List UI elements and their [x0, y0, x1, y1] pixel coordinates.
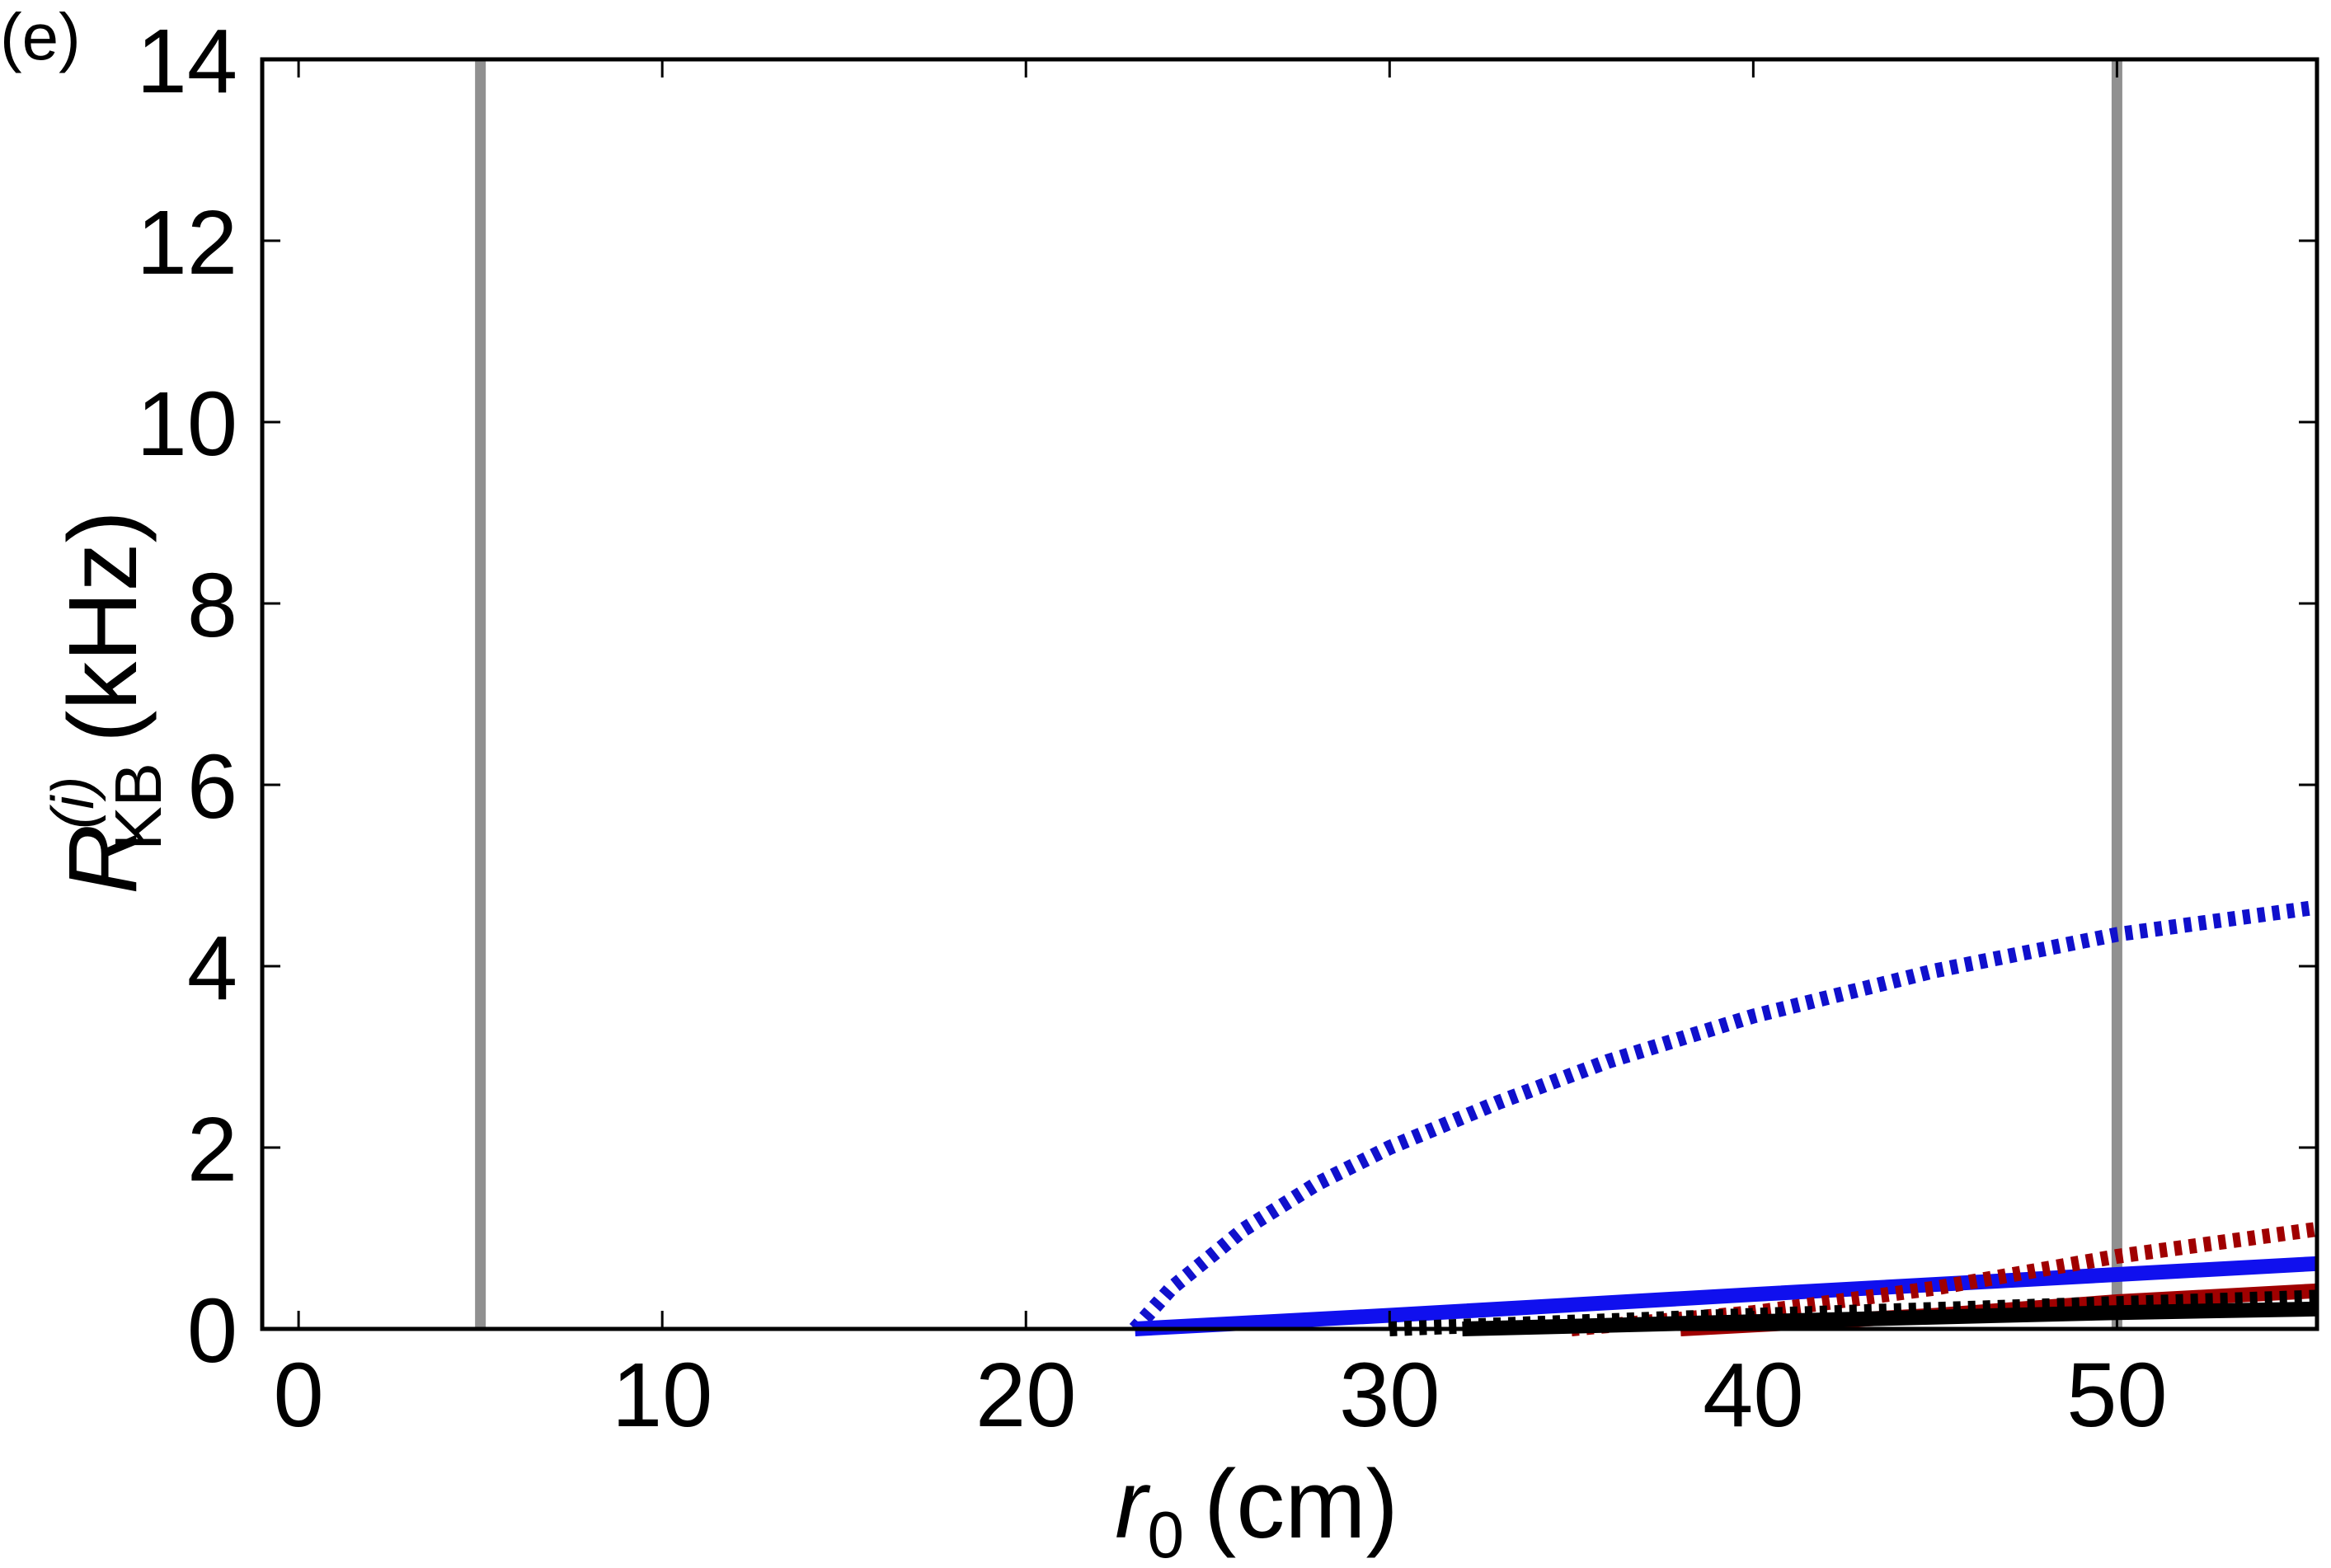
x-tick-label: 50 — [2066, 1345, 2167, 1446]
y-tick-label: 4 — [187, 918, 237, 1019]
axis-ticks — [262, 58, 2317, 1331]
series-line-2 — [1135, 1256, 2318, 1336]
plot-frame — [260, 57, 2319, 1331]
series-line-1 — [1129, 899, 2319, 1334]
y-tick-label: 14 — [137, 11, 237, 112]
x-tick-label: 20 — [975, 1345, 1076, 1446]
x-tick-label: 10 — [612, 1345, 712, 1446]
y-axis-sub: KB — [101, 763, 175, 851]
series-layer — [1129, 899, 2319, 1336]
x-axis-title: r0 (cm) — [1115, 1450, 1398, 1568]
y-axis-unit: (kHz) — [49, 510, 157, 743]
y-tick-label: 6 — [187, 736, 237, 838]
reference-lines — [475, 59, 2122, 1329]
x-tick-label: 30 — [1339, 1345, 1440, 1446]
y-axis-var: R — [49, 824, 157, 894]
y-tick-label: 2 — [187, 1099, 237, 1200]
x-axis-unit: (cm) — [1204, 1450, 1398, 1559]
y-axis-title: R(i)KB (kHz) — [40, 510, 175, 894]
panel-label: (e) — [0, 0, 81, 73]
tick-labels: 0 10 20 30 40 50 0 2 4 6 8 10 12 14 — [137, 11, 2168, 1446]
y-tick-label: 10 — [137, 373, 237, 475]
y-axis-sup: (i) — [40, 777, 106, 829]
y-tick-label: 0 — [187, 1280, 237, 1382]
y-tick-label: 12 — [137, 192, 237, 293]
x-axis-sub: 0 — [1147, 1498, 1184, 1568]
y-tick-label: 8 — [187, 555, 237, 656]
x-axis-var: r — [1115, 1450, 1151, 1559]
x-tick-label: 40 — [1703, 1345, 1803, 1446]
series-line-6 — [1462, 1301, 2318, 1336]
x-tick-label: 0 — [274, 1345, 324, 1446]
